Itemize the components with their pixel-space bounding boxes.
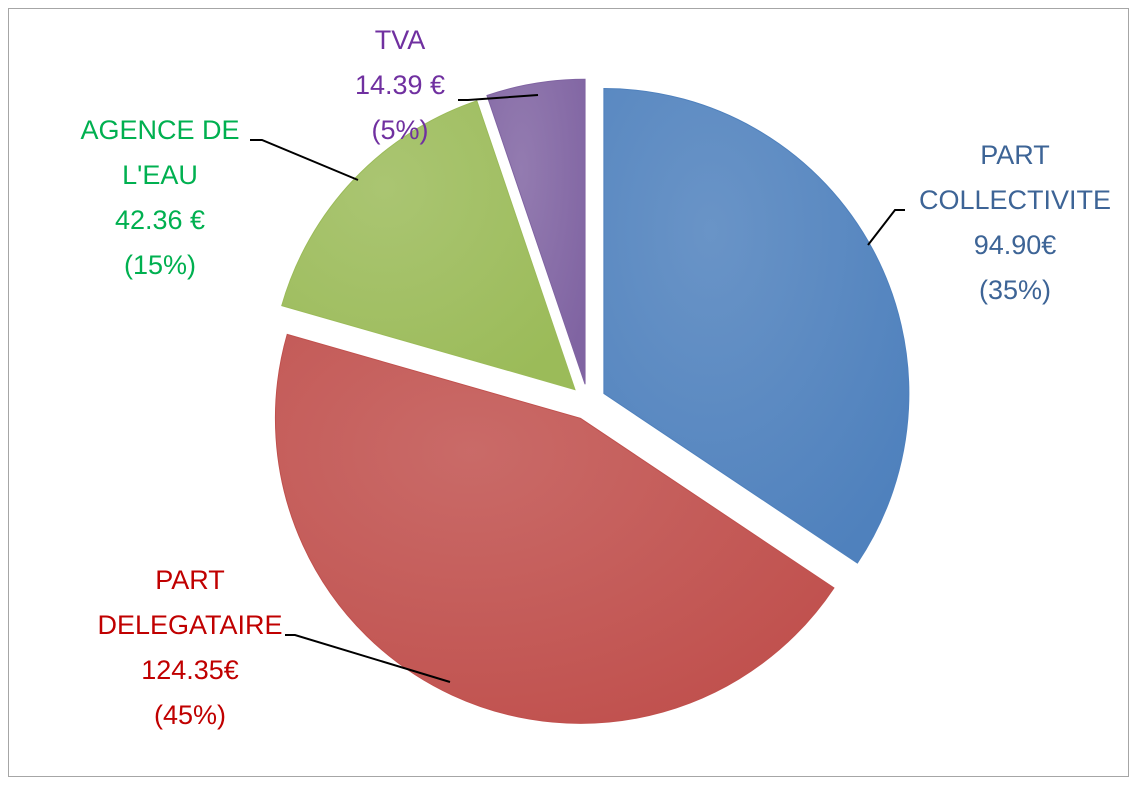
pie-slice bbox=[603, 88, 910, 564]
category-label: TVA bbox=[374, 25, 426, 55]
value-label: 42.36 € bbox=[114, 205, 206, 235]
value-label: 94.90€ bbox=[973, 230, 1057, 260]
slice-label: TVA 14.39 € (5%) bbox=[330, 18, 470, 153]
percent-label: (5%) bbox=[371, 115, 429, 145]
category-label: PART DELEGATAIRE bbox=[97, 565, 283, 640]
slice-label: PART COLLECTIVITE 94.90€ (35%) bbox=[915, 133, 1115, 313]
percent-label: (35%) bbox=[978, 275, 1052, 305]
leader-line bbox=[285, 634, 451, 683]
pie-slice bbox=[274, 333, 835, 724]
percent-label: (15%) bbox=[123, 250, 197, 280]
leader-line bbox=[458, 94, 539, 101]
pie-slice bbox=[486, 78, 586, 385]
category-label: PART COLLECTIVITE bbox=[918, 140, 1112, 215]
slice-label: AGENCE DE L'EAU 42.36 € (15%) bbox=[70, 108, 250, 288]
slice-label: PART DELEGATAIRE 124.35€ (45%) bbox=[90, 558, 290, 738]
percent-label: (45%) bbox=[153, 700, 227, 730]
leader-line bbox=[867, 209, 905, 246]
value-label: 124.35€ bbox=[141, 655, 239, 685]
value-label: 14.39 € bbox=[354, 70, 446, 100]
category-label: AGENCE DE L'EAU bbox=[80, 115, 240, 190]
leader-line bbox=[250, 139, 359, 181]
